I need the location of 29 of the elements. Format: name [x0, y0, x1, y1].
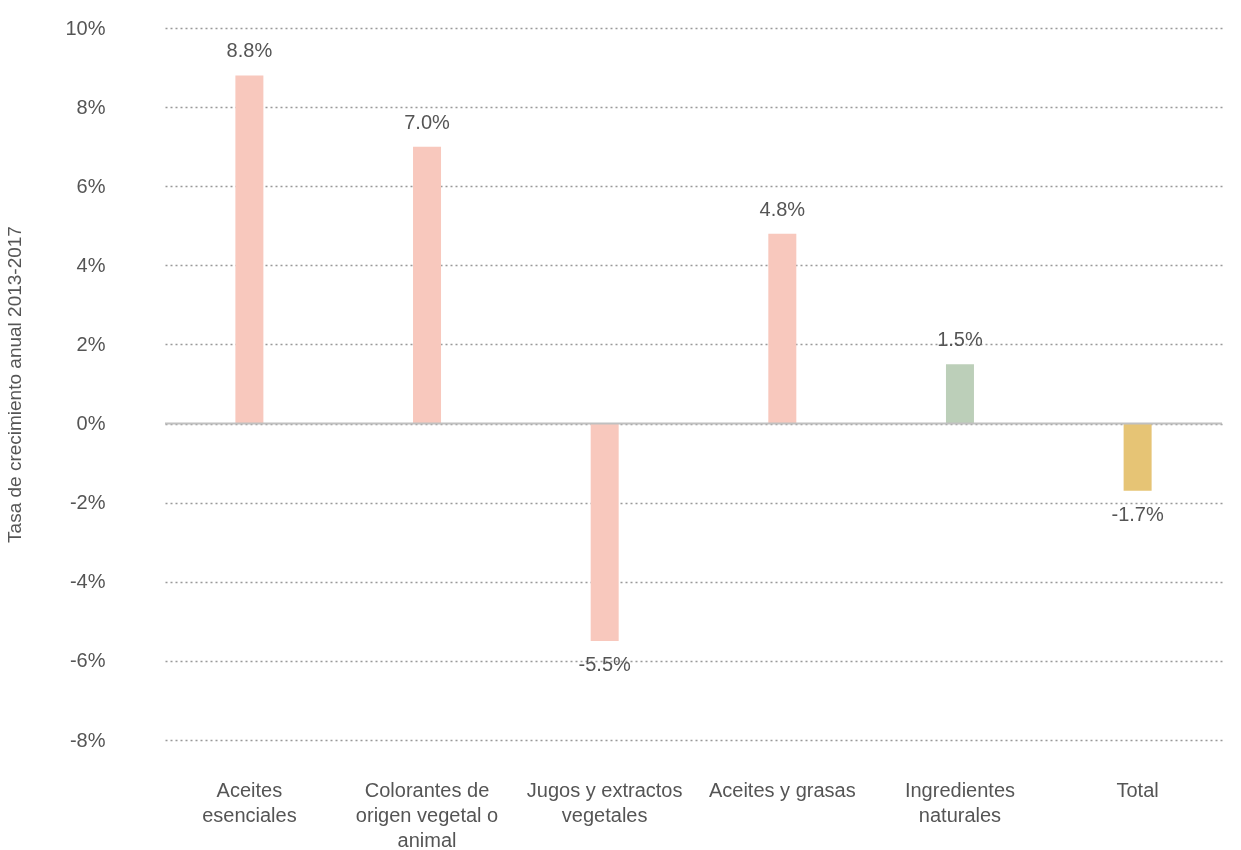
x-tick-label: Ingredientes naturales — [904, 778, 1016, 826]
y-tick-label: 2% — [76, 332, 106, 355]
bar — [590, 423, 619, 642]
data-label: -5.5% — [578, 653, 632, 676]
data-label: 8.8% — [226, 39, 273, 62]
y-tick-label: 4% — [76, 253, 106, 276]
data-label: 7.0% — [404, 110, 451, 133]
y-tick-label: 8% — [76, 95, 106, 118]
y-axis-title: Tasa de crecimiento anual 2013-2017 — [4, 226, 26, 543]
bar — [413, 146, 442, 424]
data-label: -1.7% — [1111, 502, 1164, 525]
data-label: 4.8% — [759, 197, 806, 220]
x-tick-label: Total — [1116, 778, 1159, 801]
y-tick-label: 6% — [76, 174, 106, 197]
y-tick-label: 10% — [65, 16, 106, 39]
bar — [768, 233, 797, 424]
y-tick-label: -2% — [69, 491, 106, 514]
bar — [945, 364, 974, 424]
x-tick-label: Aceites esenciales — [202, 778, 297, 826]
bar — [1123, 423, 1152, 491]
y-tick-label: -8% — [69, 728, 106, 751]
x-tick-label: Aceites y grasas — [708, 778, 856, 801]
bar — [235, 75, 264, 424]
data-label: 1.5% — [937, 328, 983, 351]
x-tick-label: Colorantes de origen vegetal o animal — [355, 778, 499, 850]
y-tick-label: -6% — [69, 649, 106, 672]
x-tick-label: Jugos y extractos vegetales — [526, 778, 683, 826]
y-tick-label: -4% — [69, 570, 106, 593]
y-tick-label: 0% — [76, 412, 106, 435]
